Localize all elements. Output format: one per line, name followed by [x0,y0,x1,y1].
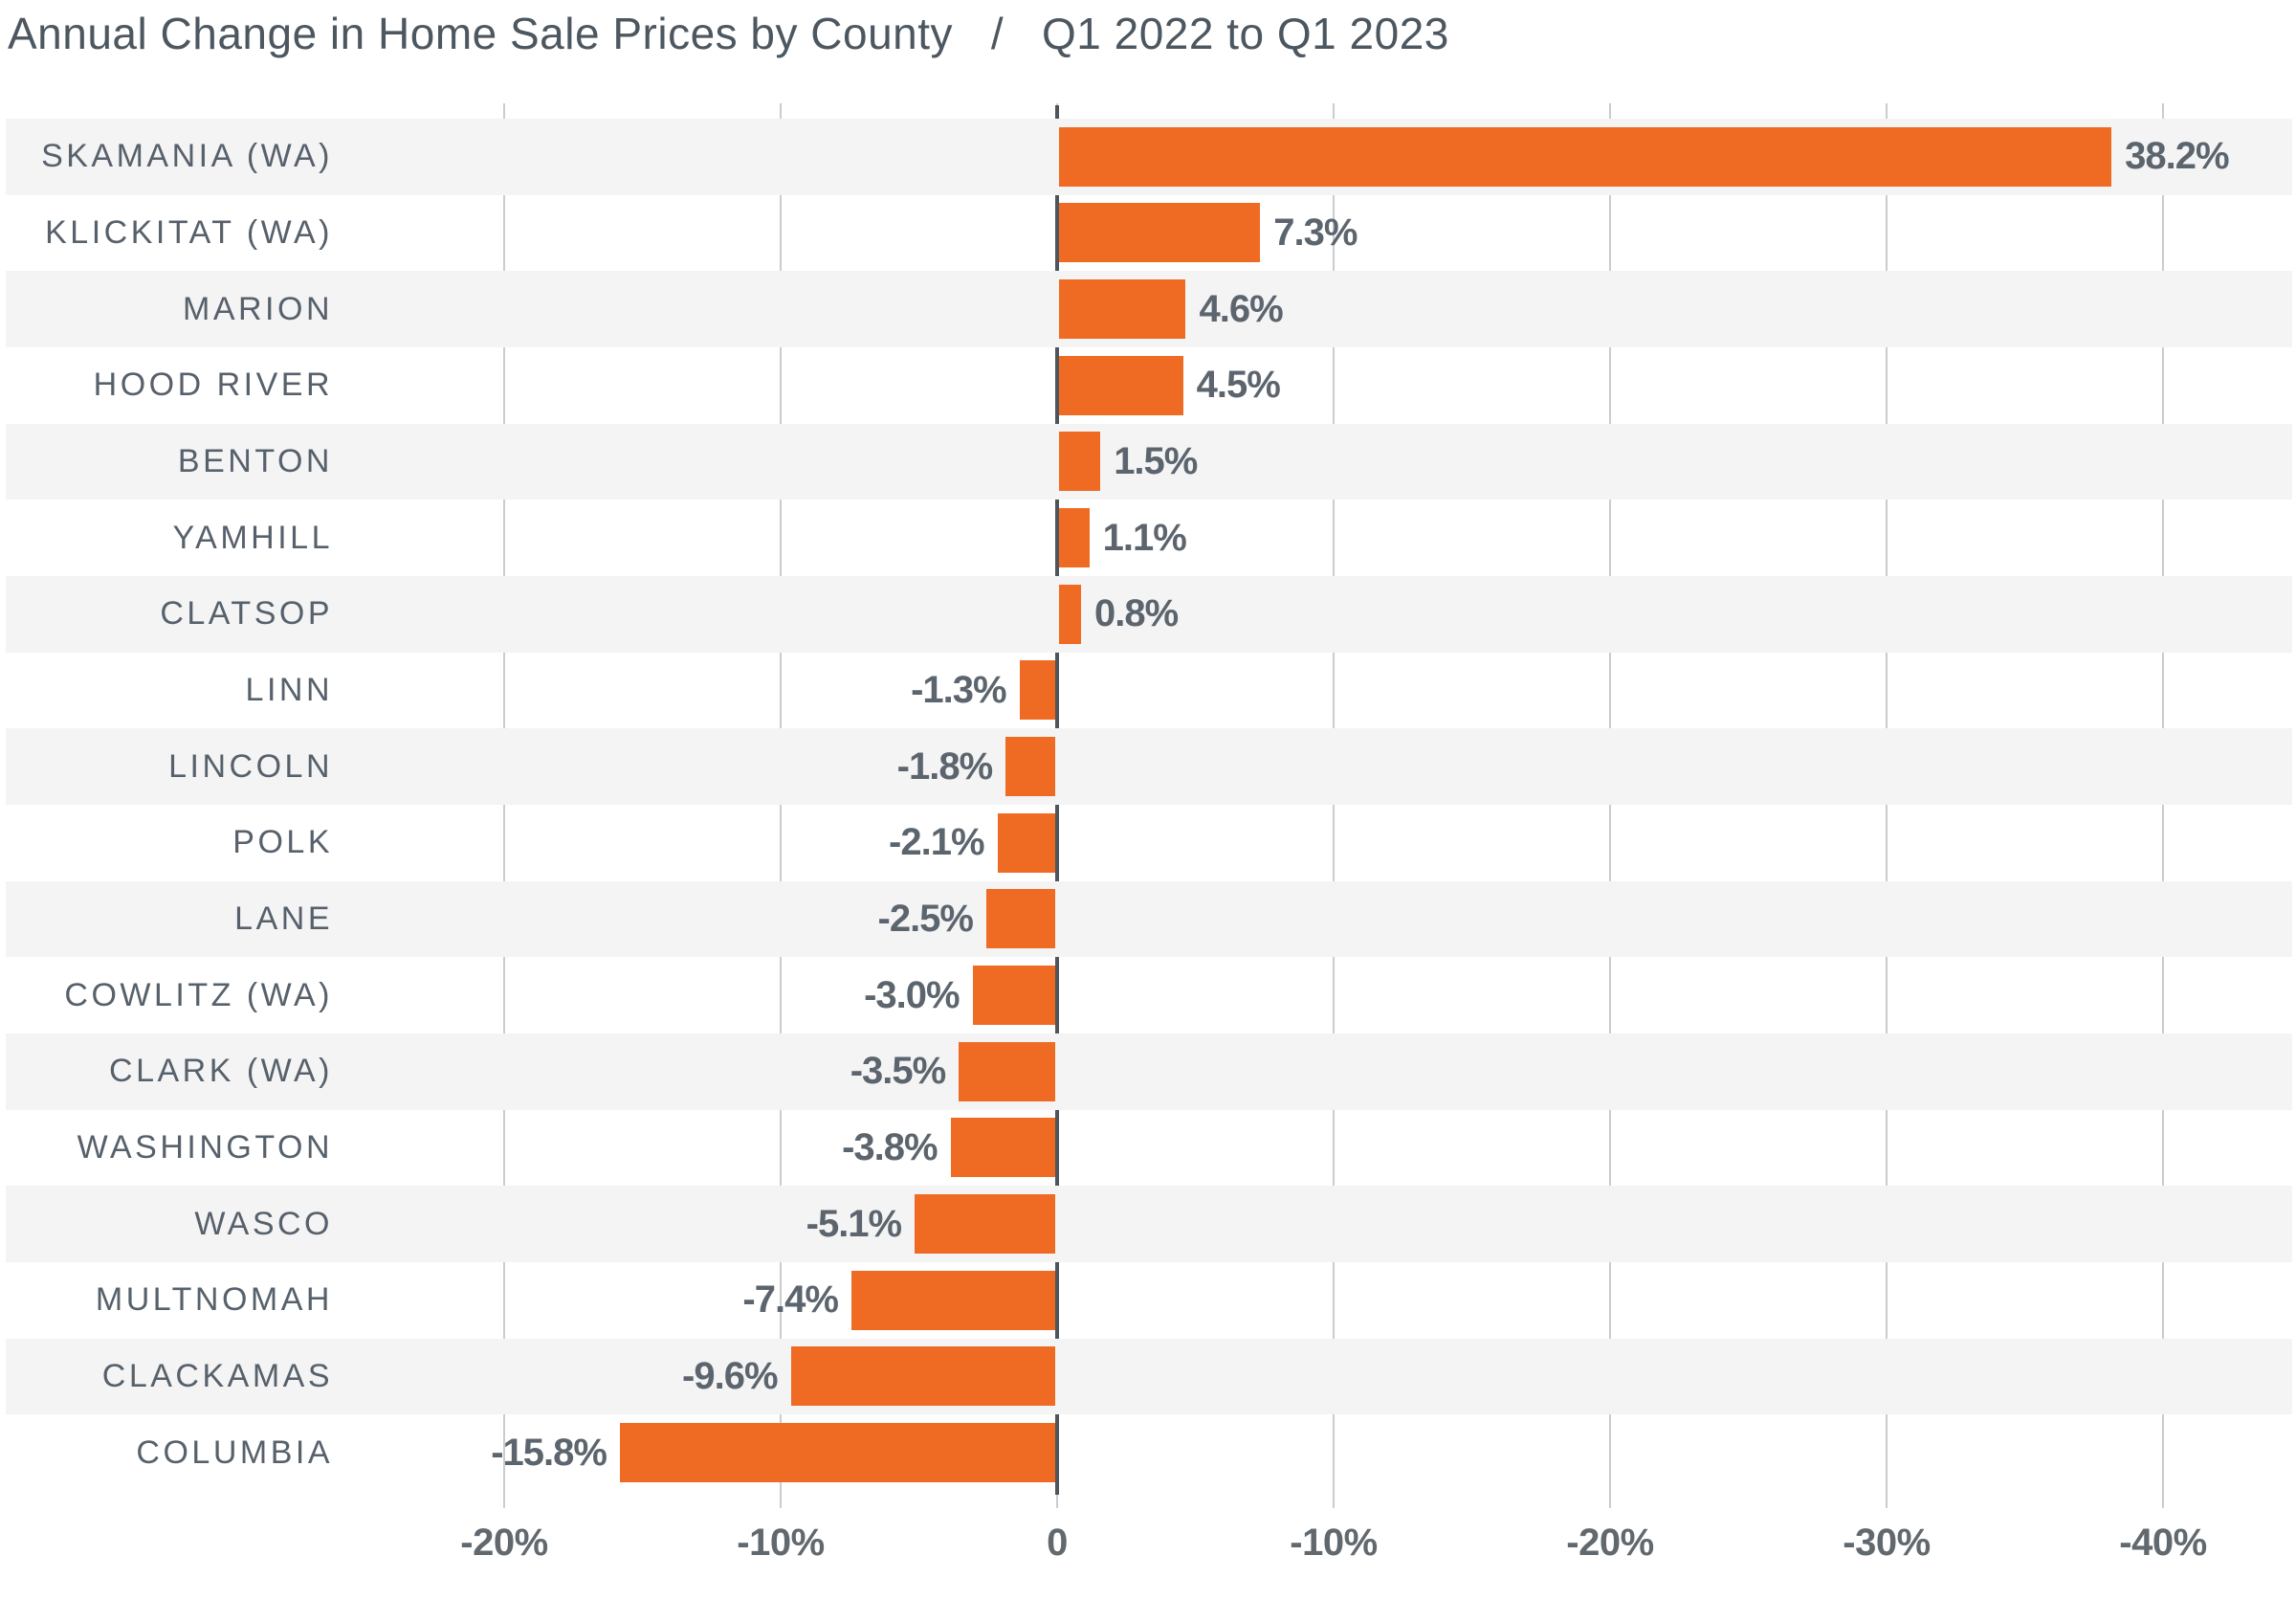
bar [1059,355,1183,415]
bar [915,1194,1055,1255]
chart-row: CLARK (WA) -3.5% [6,1033,2292,1110]
chart-row: WASCO -5.1% [6,1186,2292,1262]
category-label: WASHINGTON [77,1128,333,1166]
value-label: -2.5% [877,897,974,940]
x-axis-tick-label: -10% [1290,1522,1378,1564]
bar [1059,126,2112,187]
bar [1059,432,1101,492]
x-axis-tick-label: -10% [737,1522,825,1564]
chart-title: Annual Change in Home Sale Prices by Cou… [8,9,1449,58]
category-label: LINCOLN [168,747,333,785]
gridline [1886,103,1888,1508]
category-label: LINN [245,671,333,708]
bar [959,1041,1055,1101]
value-label: -1.3% [911,668,1006,711]
category-label: LANE [234,900,333,937]
bar [1059,203,1261,263]
bar [790,1346,1055,1407]
category-label: POLK [232,824,333,861]
chart-row: POLK -2.1% [6,805,2292,881]
chart-row: KLICKITAT (WA) 7.3% [6,195,2292,272]
value-label: 38.2% [2125,135,2229,178]
category-label: WASCO [194,1205,333,1242]
value-label: -2.1% [889,821,984,864]
value-label: -1.8% [896,744,993,788]
category-label: SKAMANIA (WA) [41,138,333,175]
bar [1005,737,1055,797]
category-label: MULTNOMAH [95,1281,333,1319]
category-label: COLUMBIA [136,1433,333,1471]
chart-row: COLUMBIA -15.8% [6,1414,2292,1491]
bar [1059,508,1090,568]
value-label: 4.5% [1196,364,1281,407]
chart-row: HOOD RIVER 4.5% [6,347,2292,424]
value-label: 1.1% [1102,516,1187,559]
bar [1059,279,1186,340]
x-axis-tick-label: 0 [1047,1522,1068,1564]
gridline [1609,103,1611,1508]
chart-row: MULTNOMAH -7.4% [6,1262,2292,1339]
value-label: 0.8% [1094,592,1179,635]
category-label: BENTON [177,442,333,479]
category-label: YAMHILL [172,519,333,556]
category-label: COWLITZ (WA) [64,976,333,1013]
bar [1019,660,1055,721]
chart-row: CLACKAMAS -9.6% [6,1338,2292,1415]
x-axis-tick-label: -30% [1843,1522,1931,1564]
category-label: KLICKITAT (WA) [45,213,333,251]
bar [986,889,1055,949]
category-label: MARION [183,290,333,327]
value-label: -7.4% [742,1278,838,1322]
value-label: -3.0% [864,973,960,1016]
chart-row: LINN -1.3% [6,653,2292,729]
value-label: -9.6% [682,1354,778,1397]
chart-row: CLATSOP 0.8% [6,576,2292,653]
value-label: 1.5% [1114,439,1198,482]
value-label: -15.8% [491,1431,607,1474]
chart-row: SKAMANIA (WA) 38.2% [6,119,2292,195]
chart-row: LANE -2.5% [6,880,2292,958]
chart-row: COWLITZ (WA) -3.0% [6,957,2292,1033]
value-label: 4.6% [1199,287,1283,330]
category-label: HOOD RIVER [93,367,333,404]
value-label: -3.5% [850,1050,946,1093]
gridline [503,103,505,1508]
category-label: CLARK (WA) [109,1053,333,1090]
bar [997,812,1055,873]
bar [950,1118,1055,1178]
bar [1059,584,1082,644]
bar [619,1423,1055,1483]
category-label: CLATSOP [160,595,333,633]
gridline [780,103,782,1508]
x-axis-tick-label: -20% [1566,1522,1654,1564]
x-axis-tick-label: -20% [460,1522,548,1564]
value-label: 7.3% [1273,211,1358,254]
value-label: -5.1% [806,1202,902,1245]
bar [972,966,1055,1026]
chart-row: WASHINGTON -3.8% [6,1110,2292,1187]
chart-row: BENTON 1.5% [6,423,2292,500]
category-label: CLACKAMAS [101,1357,333,1394]
value-label: -3.8% [842,1125,938,1168]
bar [850,1270,1055,1330]
chart-row: LINCOLN -1.8% [6,728,2292,805]
gridline [2162,103,2164,1508]
x-axis-tick-label: -40% [2119,1522,2207,1564]
chart-row: YAMHILL 1.1% [6,500,2292,576]
chart-row: MARION 4.6% [6,271,2292,347]
gridline [1333,103,1335,1508]
